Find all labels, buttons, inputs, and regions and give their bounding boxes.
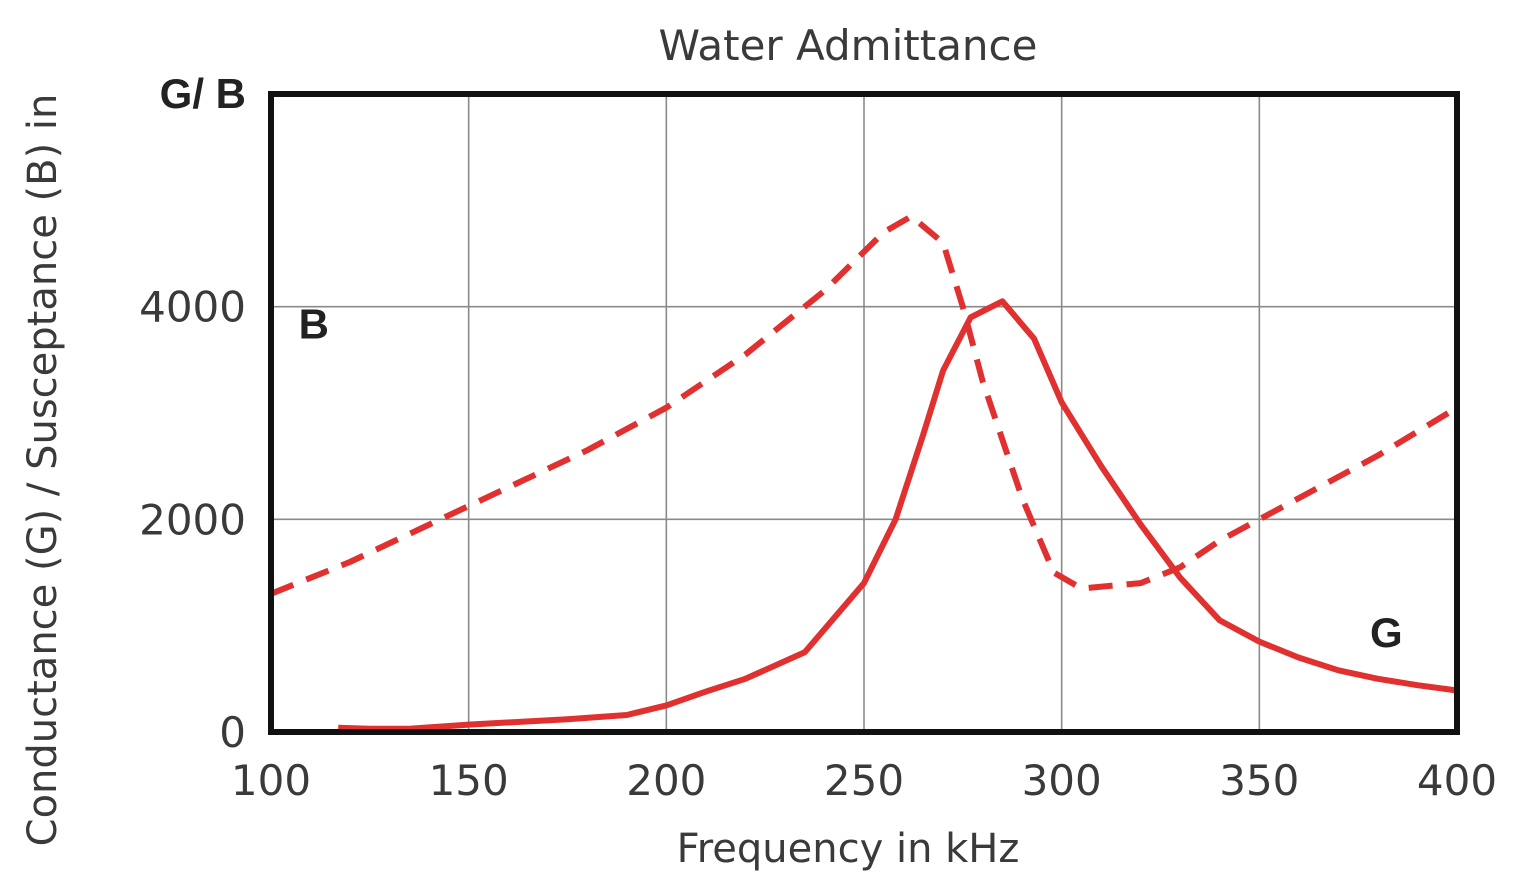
series-b-label: B	[299, 301, 329, 348]
x-tick-label: 350	[1219, 756, 1299, 805]
x-tick-label: 400	[1417, 756, 1497, 805]
x-tick-label: 250	[824, 756, 904, 805]
series-layer: BG	[269, 213, 1459, 732]
series-b-line	[269, 213, 1459, 597]
x-tick-label: 150	[429, 756, 509, 805]
y-axis-title: Conductance (G) / Susceptance (B) in	[20, 94, 66, 847]
y-corner-label: G/ B	[160, 70, 246, 117]
plot-frame	[268, 91, 1460, 735]
x-tick-label: 200	[626, 756, 706, 805]
y-tick-label: 0	[219, 708, 246, 757]
series-g-label: G	[1370, 609, 1403, 656]
grid	[270, 94, 1458, 733]
series-g-line	[338, 298, 1458, 732]
y-tick-label: 4000	[139, 283, 246, 332]
chart-title: Water Admittance	[659, 21, 1038, 70]
x-tick-label: 300	[1022, 756, 1102, 805]
y-tick-label: 2000	[139, 495, 246, 544]
x-tick-label: 100	[231, 756, 311, 805]
x-axis-title: Frequency in kHz	[677, 826, 1020, 872]
